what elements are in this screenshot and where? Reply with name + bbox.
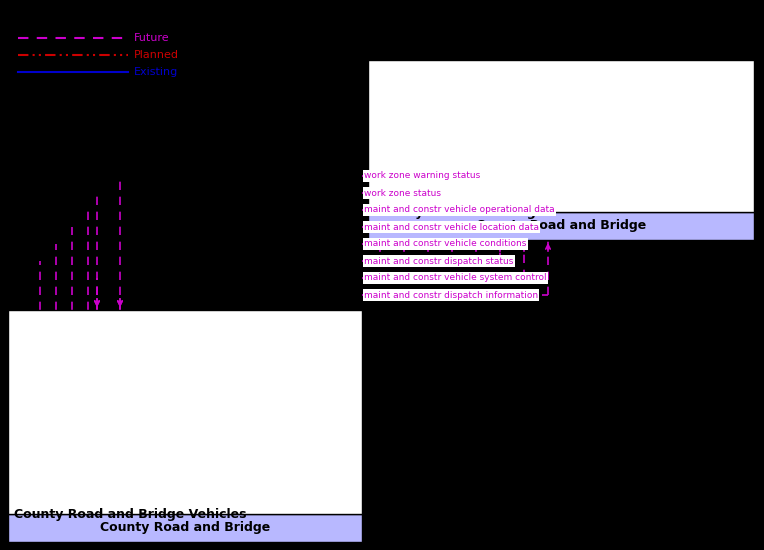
Bar: [368, 212, 754, 240]
Text: maint and constr dispatch status: maint and constr dispatch status: [364, 256, 513, 266]
Text: maint and constr vehicle operational data: maint and constr vehicle operational dat…: [364, 206, 555, 214]
Text: County Road and Bridge Vehicles: County Road and Bridge Vehicles: [14, 508, 247, 521]
Text: maint and constr vehicle system control: maint and constr vehicle system control: [364, 273, 546, 283]
Text: County Road and Bridge: County Road and Bridge: [476, 219, 646, 233]
Text: County Road and Bridge: County Road and Bridge: [374, 206, 544, 219]
Bar: [8, 310, 362, 514]
Text: Existing: Existing: [134, 67, 178, 77]
Text: maint and constr vehicle conditions: maint and constr vehicle conditions: [364, 239, 526, 249]
Text: maint and constr dispatch information: maint and constr dispatch information: [364, 290, 538, 300]
Text: work zone warning status: work zone warning status: [364, 172, 481, 180]
Text: County Road and Bridge: County Road and Bridge: [100, 521, 270, 535]
Text: Planned: Planned: [134, 50, 179, 60]
Bar: [368, 60, 754, 212]
Bar: [8, 514, 362, 542]
Text: work zone status: work zone status: [364, 189, 441, 197]
Text: Future: Future: [134, 33, 170, 43]
Text: maint and constr vehicle location data: maint and constr vehicle location data: [364, 223, 539, 232]
